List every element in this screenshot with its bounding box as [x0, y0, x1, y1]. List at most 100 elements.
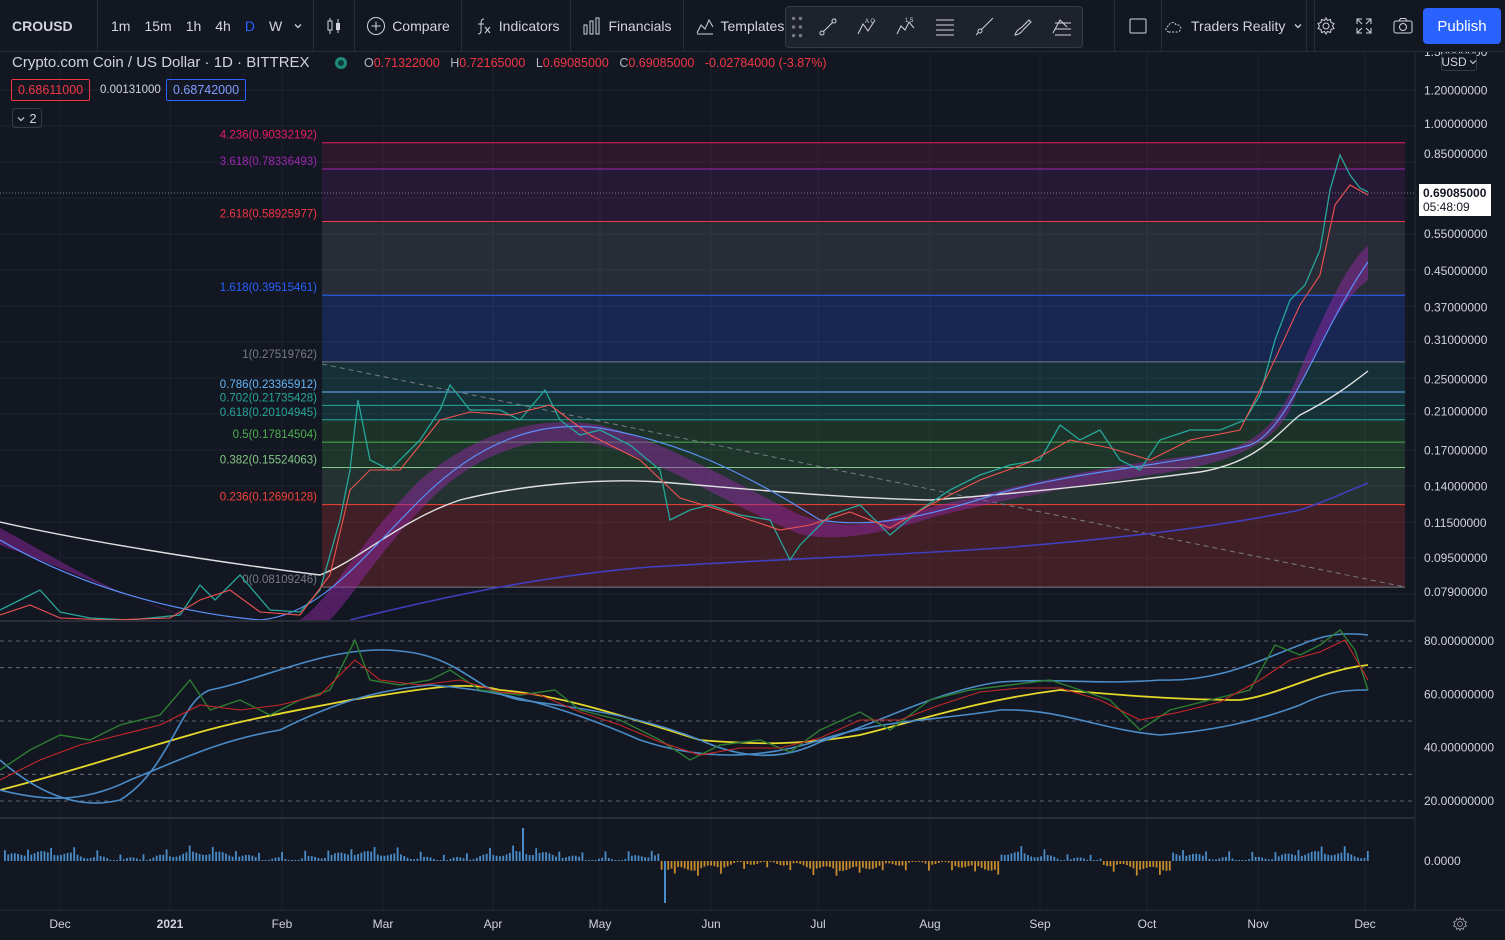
- financials-button[interactable]: Financials: [575, 0, 678, 52]
- volume-bar: [1294, 855, 1297, 861]
- indicators-button[interactable]: Indicators: [466, 0, 567, 52]
- volume-bar: [175, 856, 178, 861]
- rsi-pane[interactable]: [0, 629, 1415, 804]
- time-tick-label: 2021: [157, 917, 184, 931]
- volume-bar: [997, 861, 1000, 875]
- volume-bar: [423, 856, 425, 861]
- ray-tool-icon[interactable]: [964, 9, 1003, 45]
- volume-bar: [76, 854, 79, 861]
- symbol-search-button[interactable]: CROUSD: [0, 0, 98, 52]
- volume-bar: [1168, 861, 1171, 871]
- financials-group: Financials: [571, 0, 684, 52]
- volume-bar: [601, 857, 604, 861]
- templates-button[interactable]: Templates: [688, 0, 792, 52]
- dashed-trendline[interactable]: [321, 363, 1406, 588]
- interval-dropdown-chevron-icon[interactable]: [289, 0, 307, 52]
- interval-d[interactable]: D: [244, 17, 255, 34]
- volume-bar: [406, 857, 409, 861]
- compare-button[interactable]: Compare: [359, 0, 457, 52]
- volume-bar: [736, 861, 739, 863]
- time-tick-label: Dec: [1354, 917, 1375, 931]
- volume-bar: [409, 859, 412, 861]
- volume-bar: [495, 855, 498, 861]
- fullscreen-icon[interactable]: [1347, 0, 1381, 52]
- interval-15m[interactable]: 15m: [144, 17, 172, 34]
- brush-tool-icon[interactable]: [1003, 9, 1042, 45]
- fib-level-label: 0.236(0.12690128): [220, 492, 317, 504]
- volume-bar: [373, 847, 376, 861]
- volume-bar: [1010, 853, 1013, 861]
- volume-bar: [281, 851, 283, 861]
- sell-price-button[interactable]: 0.68611000: [11, 79, 91, 101]
- volume-bar: [918, 861, 920, 862]
- volume-bar: [957, 861, 960, 868]
- volume-bar: [215, 851, 217, 861]
- volume-axis[interactable]: 0.0000: [1424, 854, 1461, 868]
- volume-bar: [1043, 849, 1046, 861]
- interval-4h[interactable]: 4h: [215, 17, 231, 34]
- volume-bar: [548, 853, 551, 861]
- volume-bar: [291, 860, 293, 861]
- legend-collapse-button[interactable]: 2: [12, 108, 42, 128]
- volume-bar: [1099, 858, 1102, 861]
- camera-icon[interactable]: [1385, 0, 1421, 52]
- volume-bar: [1211, 859, 1214, 861]
- symbol-legend-title[interactable]: Crypto.com Coin / US Dollar · 1D · BITTR…: [12, 54, 310, 71]
- volume-bar: [317, 857, 320, 861]
- fib-extension-tool-icon[interactable]: [1042, 9, 1081, 45]
- volume-bar: [855, 861, 858, 867]
- drawing-favorites-toolbar: A C 1 5: [785, 6, 1083, 48]
- volume-pane[interactable]: [4, 828, 1369, 903]
- interval-1m[interactable]: 1m: [111, 17, 131, 34]
- fib-retracement-tool-icon[interactable]: [925, 9, 964, 45]
- gear-icon[interactable]: [1309, 0, 1343, 52]
- interval-1h[interactable]: 1h: [185, 17, 202, 34]
- interval-w[interactable]: W: [268, 17, 283, 34]
- volume-bar: [165, 849, 168, 861]
- volume-bar: [848, 861, 851, 869]
- abcd-pattern-tool-icon[interactable]: A C: [847, 9, 886, 45]
- candlestick-icon[interactable]: [318, 0, 350, 52]
- elliott-wave-tool-icon[interactable]: 1 5: [886, 9, 925, 45]
- svg-text:1 5: 1 5: [905, 18, 914, 24]
- cloud-icon: [1163, 17, 1185, 35]
- volume-bar: [697, 861, 699, 876]
- layout-name-button[interactable]: Traders Reality: [1156, 0, 1310, 52]
- fib-level-label: 3.618(0.78336493): [220, 156, 317, 168]
- price-tick-label: 0.85000000: [1424, 147, 1488, 161]
- volume-bar: [868, 861, 871, 870]
- volume-bar: [508, 852, 511, 861]
- publish-button[interactable]: Publish: [1423, 8, 1501, 44]
- price-tick-label: 0.14000000: [1424, 480, 1488, 494]
- volume-bar: [591, 860, 594, 861]
- volume-bar: [1258, 856, 1260, 861]
- layout-name-label: Traders Reality: [1191, 17, 1286, 34]
- volume-bar: [565, 857, 567, 861]
- volume-bar: [865, 861, 868, 869]
- currency-selector[interactable]: USD: [1441, 53, 1477, 71]
- volume-bar: [772, 861, 775, 863]
- volume-bar: [947, 861, 950, 863]
- volume-bar: [1083, 858, 1085, 861]
- time-axis[interactable]: Dec 2021 Feb Mar Apr May Jun Jul Aug Sep Oct Nov Dec: [49, 917, 1375, 931]
- volume-bar: [799, 861, 802, 864]
- rectangle-icon[interactable]: [1121, 0, 1155, 52]
- volume-bar: [924, 861, 927, 864]
- rsi-axis[interactable]: 80.00000000 60.00000000 40.00000000 20.0000…: [1424, 634, 1494, 808]
- buy-price-button[interactable]: 0.68742000: [166, 79, 247, 101]
- drag-handle-icon[interactable]: [786, 9, 808, 45]
- volume-bar: [1320, 846, 1323, 861]
- volume-bar: [515, 851, 518, 861]
- volume-bar: [188, 845, 191, 861]
- volume-bar: [462, 858, 465, 861]
- volume-bar: [624, 858, 627, 861]
- volume-bar: [825, 861, 828, 867]
- volume-bar: [439, 860, 442, 861]
- rsi-tick-label: 80.00000000: [1424, 634, 1494, 648]
- volume-bar: [984, 861, 986, 870]
- volume-bar: [1142, 861, 1145, 870]
- trend-line-tool-icon[interactable]: [808, 9, 847, 45]
- axis-settings-gear-icon[interactable]: [1452, 916, 1468, 932]
- market-status-icon[interactable]: [335, 57, 347, 69]
